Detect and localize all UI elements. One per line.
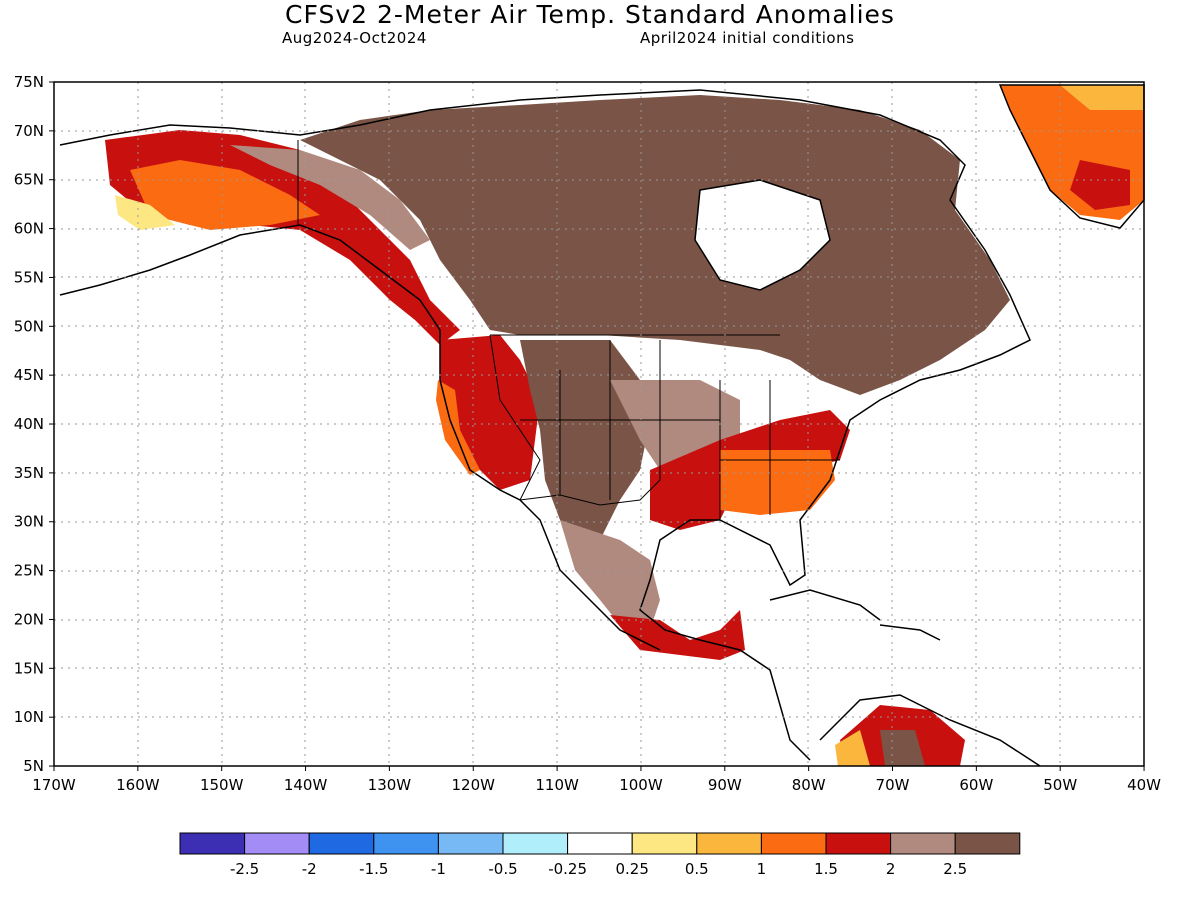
- anomaly-south-america-brown: [880, 730, 925, 766]
- lon-tick-label: 50W: [1043, 776, 1077, 794]
- anomaly-south-america-yellow: [835, 730, 870, 766]
- legend-label: 1: [757, 860, 767, 878]
- lat-tick-label: 75N: [14, 73, 44, 91]
- lat-tick-label: 50N: [14, 317, 44, 335]
- anomaly-southeast-orange: [720, 450, 835, 515]
- lon-tick-label: 100W: [619, 776, 663, 794]
- legend-label: -0.5: [488, 860, 517, 878]
- legend-swatch: [308, 832, 375, 855]
- lat-tick-label: 65N: [14, 171, 44, 189]
- lon-tick-label: 40W: [1127, 776, 1161, 794]
- legend-swatch: [825, 832, 892, 855]
- lat-tick-label: 45N: [14, 366, 44, 384]
- legend-label: 2: [886, 860, 896, 878]
- lon-tick-label: 90W: [708, 776, 742, 794]
- legend-label: 2.5: [943, 860, 967, 878]
- lon-tick-label: 70W: [876, 776, 910, 794]
- graticule: [54, 82, 1144, 766]
- anomaly-mexico-red: [610, 610, 745, 660]
- legend-label: 0.25: [615, 860, 648, 878]
- longitude-axis: 170W 160W 150W 140W 130W 120W 110W 100W 90W 80W 70…: [32, 766, 1161, 794]
- legend-label: -0.25: [548, 860, 587, 878]
- lon-tick-label: 150W: [200, 776, 244, 794]
- legend-label: 1.5: [814, 860, 838, 878]
- anomaly-alaska-tan: [230, 145, 430, 250]
- lat-tick-label: 30N: [14, 513, 44, 531]
- lon-tick-label: 60W: [959, 776, 993, 794]
- lon-tick-label: 120W: [452, 776, 496, 794]
- lon-tick-label: 110W: [535, 776, 579, 794]
- lat-tick-label: 20N: [14, 610, 44, 628]
- lon-tick-label: 80W: [792, 776, 826, 794]
- legend-swatch: [890, 832, 956, 855]
- anomaly-west-red: [440, 335, 540, 490]
- lat-tick-label: 15N: [14, 659, 44, 677]
- legend-label: -1: [431, 860, 446, 878]
- initial-conditions: April2024 initial conditions: [640, 29, 855, 47]
- legend-swatch: [502, 832, 569, 855]
- anomaly-mexico: [560, 520, 660, 630]
- lon-tick-label: 140W: [284, 776, 328, 794]
- legend-swatch: [567, 832, 633, 855]
- lat-tick-label: 5N: [23, 757, 44, 775]
- legend-swatch: [373, 832, 439, 855]
- anomaly-west-orange: [436, 380, 480, 475]
- forecast-period: Aug2024-Oct2024: [282, 29, 427, 47]
- map-area: [53, 81, 1145, 767]
- legend-swatch: [244, 832, 310, 855]
- legend-swatch: [696, 832, 762, 855]
- legend-swatch: [954, 832, 1021, 855]
- lon-tick-label: 170W: [32, 776, 76, 794]
- lat-tick-label: 70N: [14, 122, 44, 140]
- lon-tick-label: 160W: [116, 776, 160, 794]
- lat-tick-label: 55N: [14, 268, 44, 286]
- anomaly-alaska-orange: [130, 160, 320, 230]
- legend-label: -2: [302, 860, 317, 878]
- anomaly-fields: [105, 85, 1144, 766]
- lat-tick-label: 10N: [14, 708, 44, 726]
- lat-tick-label: 35N: [14, 464, 44, 482]
- anomaly-greenland-yellow: [1060, 85, 1144, 110]
- anomaly-greenland-red: [1070, 160, 1130, 210]
- legend-swatch: [179, 832, 246, 855]
- legend-swatch: [437, 832, 504, 855]
- political-borders: [297, 140, 840, 520]
- legend-label: -1.5: [359, 860, 388, 878]
- lat-tick-label: 40N: [14, 415, 44, 433]
- lat-tick-label: 25N: [14, 562, 44, 580]
- legend-label: -2.5: [230, 860, 259, 878]
- legend-swatch: [760, 832, 827, 855]
- color-legend: -2.5 -2 -1.5 -1 -0.5 -0.25 0.25 0.5 1 1.5 2 2.5: [179, 832, 1021, 878]
- lon-tick-label: 130W: [368, 776, 412, 794]
- anomaly-hudson-gap: [695, 180, 830, 290]
- anomaly-alaska-yellow: [115, 195, 175, 230]
- map-title: CFSv2 2-Meter Air Temp. Standard Anomali…: [285, 0, 895, 29]
- anomaly-canada: [300, 95, 1010, 395]
- legend-swatch: [631, 832, 698, 855]
- legend-label: 0.5: [685, 860, 709, 878]
- latitude-axis: 75N 70N 65N 60N 55N 50N 45N 40N 35N 30N 25N 20N 15N 1…: [14, 73, 54, 775]
- lat-tick-label: 60N: [14, 220, 44, 238]
